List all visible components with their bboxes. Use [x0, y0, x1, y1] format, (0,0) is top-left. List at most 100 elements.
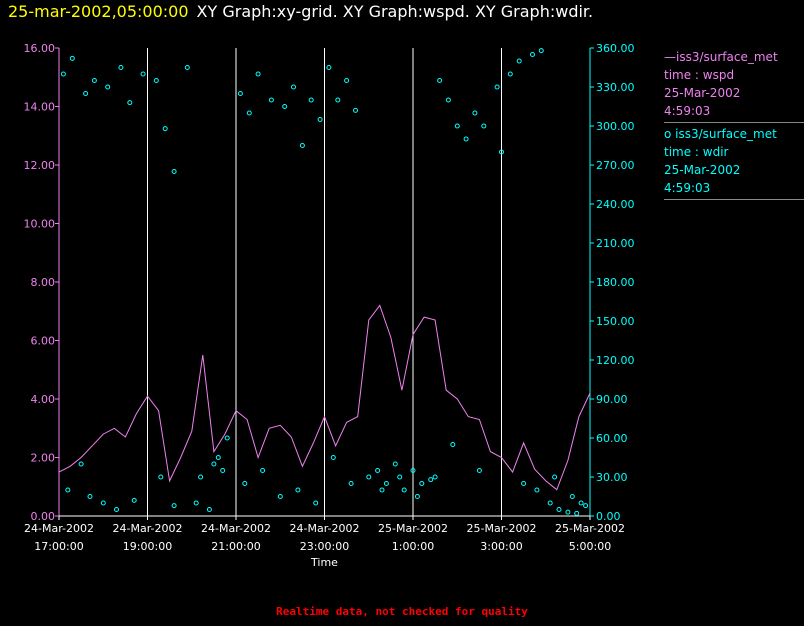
wdir-point	[353, 107, 358, 113]
left-y-tick-label: 6.00	[31, 335, 56, 348]
grid-lines	[147, 48, 502, 516]
right-y-tick-label: 120.00	[596, 354, 635, 367]
legend-entry-wspd: —iss3/surface_met time : wspd 25-Mar-200…	[664, 48, 804, 123]
x-tick-time: 1:00:00	[392, 540, 434, 553]
wdir-point	[565, 509, 571, 515]
wdir-point	[494, 84, 500, 90]
x-tick-time: 5:00:00	[569, 540, 611, 553]
wdir-point	[198, 474, 204, 480]
wdir-point	[547, 500, 553, 506]
wdir-point	[463, 136, 469, 142]
wdir-point	[534, 487, 540, 493]
legend-variable: time : wspd	[664, 68, 735, 82]
wdir-point	[91, 78, 97, 83]
legend-time: 4:59:03	[664, 104, 711, 118]
wdir-point	[414, 494, 420, 499]
wdir-point	[392, 461, 398, 467]
legend-variable: time : wdir	[664, 145, 729, 159]
wdir-point	[499, 149, 504, 155]
wdir-point	[507, 71, 513, 77]
graph-list: XY Graph:xy-grid. XY Graph:wspd. XY Grap…	[196, 2, 594, 21]
wdir-point	[260, 468, 266, 473]
right-y-tick-label: 240.00	[596, 198, 635, 211]
x-tick-date: 24-Mar-2002	[201, 522, 271, 535]
right-y-tick-label: 360.00	[596, 42, 635, 55]
wdir-point	[313, 500, 319, 506]
left-y-tick-label: 8.00	[31, 276, 56, 289]
wdir-point	[516, 58, 522, 64]
legend-line-marker: —	[664, 50, 676, 64]
legend-circle-marker: o	[664, 127, 676, 141]
x-tick-date: 25-Mar-2002	[555, 522, 625, 535]
wdir-point	[348, 481, 354, 486]
wdir-point	[335, 97, 341, 103]
wdir-point	[100, 500, 106, 506]
wdir-point	[118, 65, 124, 70]
wdir-point	[344, 78, 350, 83]
wspd-series	[58, 304, 591, 491]
legend-date: 25-Mar-2002	[664, 86, 741, 100]
wdir-point	[158, 474, 164, 480]
x-tick-date: 25-Mar-2002	[378, 522, 448, 535]
wdir-point	[432, 474, 438, 480]
wdir-point	[83, 91, 89, 96]
wdir-point	[556, 507, 562, 512]
left-y-tick-label: 10.00	[24, 218, 56, 231]
wdir-point	[308, 97, 314, 103]
wdir-point	[65, 487, 71, 493]
wdir-point	[397, 474, 403, 480]
right-y-tick-label: 150.00	[596, 315, 635, 328]
wdir-point	[171, 169, 177, 174]
right-y-tick-label: 330.00	[596, 81, 635, 94]
wdir-point	[78, 461, 84, 467]
wdir-point	[476, 468, 482, 473]
wdir-point	[445, 97, 451, 103]
legend-entry-wdir: o iss3/surface_met time : wdir 25-Mar-20…	[664, 125, 804, 200]
wdir-point	[87, 494, 93, 499]
wspd-line	[58, 304, 591, 491]
current-datetime: 25-mar-2002,05:00:00	[8, 2, 189, 21]
wdir-point	[268, 97, 274, 103]
legend: —iss3/surface_met time : wspd 25-Mar-200…	[664, 48, 804, 202]
left-y-tick-label: 0.00	[31, 510, 56, 523]
wdir-point	[282, 104, 288, 109]
right-y-tick-label: 90.00	[596, 393, 628, 406]
tick-labels: 24-Mar-2002 17:00:00 24-Mar-2002 19:00:00 24…	[24, 42, 635, 569]
right-y-tick-label: 300.00	[596, 120, 635, 133]
x-tick-time: 3:00:00	[480, 540, 522, 553]
wdir-point	[472, 110, 478, 116]
wdir-point	[242, 481, 248, 486]
quality-notice: Realtime data, not checked for quality	[276, 605, 528, 618]
wdir-point	[530, 52, 535, 57]
wdir-point	[131, 497, 137, 503]
wdir-point	[521, 481, 527, 486]
wdir-point	[379, 487, 385, 493]
wdir-point	[211, 461, 217, 467]
wdir-point	[162, 126, 168, 132]
wdir-point	[206, 507, 212, 512]
right-y-tick-label: 60.00	[596, 432, 628, 445]
wdir-point	[246, 110, 252, 116]
wdir-point	[171, 503, 177, 509]
wdir-point	[277, 494, 283, 499]
legend-source: iss3/surface_met	[676, 50, 778, 64]
wdir-point	[481, 123, 487, 129]
wdir-point	[291, 84, 296, 90]
wdir-point	[330, 455, 336, 460]
left-y-tick-label: 12.00	[24, 159, 56, 172]
left-y-tick-label: 14.00	[24, 101, 56, 114]
wdir-point	[127, 100, 133, 106]
wdir-point	[317, 117, 323, 122]
wdir-point	[224, 435, 230, 441]
wdir-point	[299, 143, 305, 148]
wdir-point	[153, 78, 159, 83]
wdir-point	[215, 455, 221, 460]
wdir-point	[569, 494, 575, 499]
wdir-point	[255, 71, 261, 77]
wdir-point	[578, 500, 584, 506]
right-y-tick-label: 0.00	[596, 510, 621, 523]
wdir-point	[140, 71, 146, 77]
graph-header: 25-mar-2002,05:00:00 XY Graph:xy-grid. XY…	[8, 2, 593, 21]
legend-date: 25-Mar-2002	[664, 163, 741, 177]
legend-time: 4:59:03	[664, 181, 711, 195]
